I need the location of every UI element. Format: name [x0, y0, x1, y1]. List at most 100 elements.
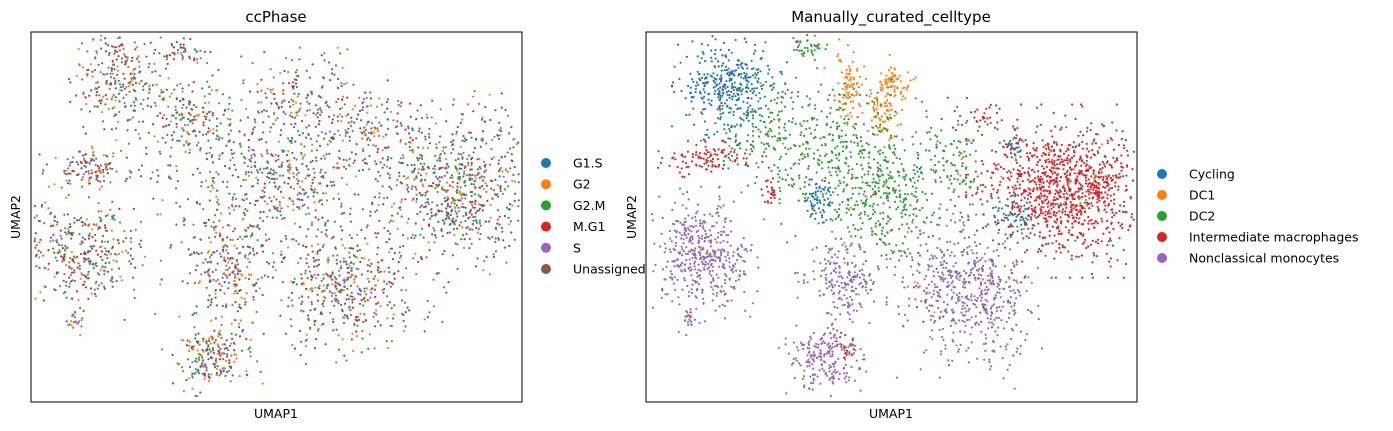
scatter-point — [134, 77, 137, 80]
scatter-point — [848, 95, 852, 99]
scatter-point — [193, 236, 196, 239]
scatter-point — [267, 115, 270, 118]
scatter-point — [851, 93, 854, 96]
scatter-point — [725, 99, 729, 102]
scatter-point — [893, 90, 896, 93]
scatter-point — [377, 271, 380, 274]
scatter-point — [838, 137, 841, 140]
scatter-point — [794, 76, 797, 79]
scatter-point — [170, 42, 173, 46]
scatter-point — [935, 146, 938, 149]
scatter-point — [216, 262, 219, 265]
scatter-point — [707, 98, 710, 101]
scatter-point — [345, 114, 348, 117]
scatter-point — [790, 96, 793, 99]
scatter-point — [304, 191, 307, 195]
scatter-point — [883, 105, 887, 108]
scatter-point — [949, 219, 953, 222]
scatter-point — [124, 105, 127, 108]
scatter-point — [784, 146, 787, 149]
scatter-point — [310, 185, 313, 188]
scatter-point — [100, 185, 103, 188]
scatter-point — [729, 137, 732, 140]
scatter-point — [238, 278, 241, 281]
scatter-point — [808, 183, 811, 186]
scatter-point — [414, 185, 417, 189]
scatter-point — [805, 141, 808, 144]
scatter-point — [424, 138, 427, 141]
scatter-point — [1000, 207, 1004, 210]
scatter-point — [1024, 207, 1027, 211]
scatter-point — [243, 134, 246, 137]
scatter-point — [212, 352, 216, 355]
scatter-point — [289, 186, 292, 189]
scatter-point — [909, 177, 912, 181]
scatter-point — [216, 201, 219, 204]
scatter-point — [420, 194, 423, 197]
scatter-point — [899, 196, 902, 199]
scatter-point — [232, 141, 235, 144]
scatter-point — [849, 244, 852, 247]
scatter-point — [316, 264, 319, 268]
scatter-point — [233, 208, 236, 212]
scatter-point — [114, 79, 117, 82]
scatter-point — [1016, 213, 1020, 216]
scatter-point — [888, 78, 891, 81]
scatter-point — [844, 82, 847, 85]
scatter-point — [763, 120, 766, 124]
scatter-point — [424, 191, 428, 194]
scatter-point — [469, 131, 473, 134]
scatter-point — [76, 266, 79, 269]
scatter-point — [241, 238, 244, 241]
scatter-point — [270, 102, 273, 105]
scatter-point — [352, 83, 355, 86]
scatter-point — [905, 255, 908, 258]
scatter-point — [116, 50, 119, 53]
scatter-point — [305, 96, 308, 99]
scatter-point — [254, 199, 258, 202]
scatter-point — [963, 248, 966, 251]
scatter-point — [291, 137, 294, 140]
scatter-point — [38, 153, 41, 156]
scatter-point — [344, 167, 348, 170]
scatter-point — [938, 216, 942, 219]
scatter-point — [247, 174, 250, 177]
scatter-point — [339, 260, 342, 263]
scatter-point — [378, 192, 381, 195]
scatter-point — [824, 144, 827, 147]
scatter-point — [82, 92, 85, 96]
scatter-point — [78, 233, 81, 236]
scatter-point — [372, 277, 375, 280]
scatter-point — [297, 179, 300, 182]
scatter-point — [63, 169, 66, 173]
scatter-point — [888, 206, 891, 209]
scatter-point — [199, 147, 202, 150]
scatter-point — [81, 176, 84, 179]
scatter-point — [335, 258, 338, 262]
scatter-point — [872, 107, 876, 111]
scatter-point — [145, 55, 148, 58]
scatter-point — [753, 43, 757, 46]
scatter-point — [777, 180, 780, 183]
scatter-point — [500, 106, 503, 109]
scatter-point — [238, 130, 241, 133]
scatter-point — [893, 114, 896, 117]
scatter-point — [290, 238, 293, 241]
scatter-point — [463, 140, 466, 143]
scatter-point — [293, 280, 296, 284]
scatter-point — [861, 111, 864, 114]
scatter-point — [356, 233, 359, 236]
scatter-point — [921, 206, 924, 210]
scatter-point — [883, 127, 886, 130]
scatter-point — [730, 72, 733, 75]
scatter-point — [388, 185, 391, 188]
scatter-point — [868, 95, 871, 98]
scatter-point — [375, 309, 378, 312]
scatter-point — [838, 58, 842, 62]
scatter-point — [740, 118, 743, 121]
scatter-point — [218, 288, 222, 291]
scatter-point — [435, 143, 438, 146]
scatter-point — [790, 167, 793, 170]
scatter-point — [456, 215, 459, 218]
scatter-point — [415, 193, 418, 196]
